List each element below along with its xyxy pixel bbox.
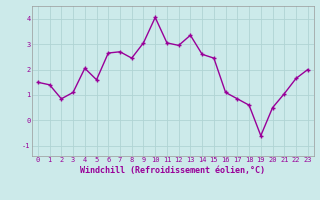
X-axis label: Windchill (Refroidissement éolien,°C): Windchill (Refroidissement éolien,°C) (80, 166, 265, 175)
